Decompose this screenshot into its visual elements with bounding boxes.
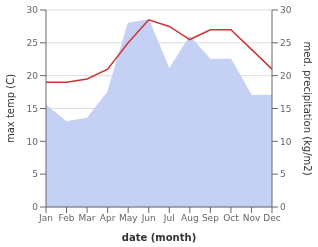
svg-text:May: May [119, 213, 138, 223]
svg-text:5: 5 [32, 169, 38, 179]
svg-text:20: 20 [280, 71, 292, 81]
svg-text:Sep: Sep [202, 213, 219, 223]
svg-text:Oct: Oct [223, 213, 239, 223]
svg-text:Mar: Mar [79, 213, 96, 223]
svg-text:med. precipitation (kg/m2): med. precipitation (kg/m2) [302, 41, 310, 175]
svg-text:10: 10 [280, 137, 292, 147]
svg-text:Nov: Nov [243, 213, 261, 223]
svg-text:Jul: Jul [163, 213, 175, 223]
svg-text:max temp (C): max temp (C) [8, 74, 16, 143]
svg-text:15: 15 [27, 104, 38, 114]
svg-text:Jan: Jan [38, 213, 53, 223]
svg-text:30: 30 [27, 5, 39, 15]
svg-text:20: 20 [27, 71, 39, 81]
svg-text:25: 25 [27, 38, 38, 48]
svg-text:30: 30 [280, 5, 292, 15]
svg-text:10: 10 [27, 137, 39, 147]
svg-text:25: 25 [280, 38, 291, 48]
svg-text:Feb: Feb [59, 213, 75, 223]
svg-text:Dec: Dec [263, 213, 280, 223]
svg-text:0: 0 [280, 202, 286, 212]
svg-text:5: 5 [280, 169, 286, 179]
svg-text:date (month): date (month) [122, 232, 196, 243]
svg-text:0: 0 [32, 202, 38, 212]
svg-text:15: 15 [280, 104, 291, 114]
svg-text:Aug: Aug [181, 213, 199, 223]
svg-text:Apr: Apr [100, 213, 116, 223]
svg-text:Jun: Jun [141, 213, 156, 223]
